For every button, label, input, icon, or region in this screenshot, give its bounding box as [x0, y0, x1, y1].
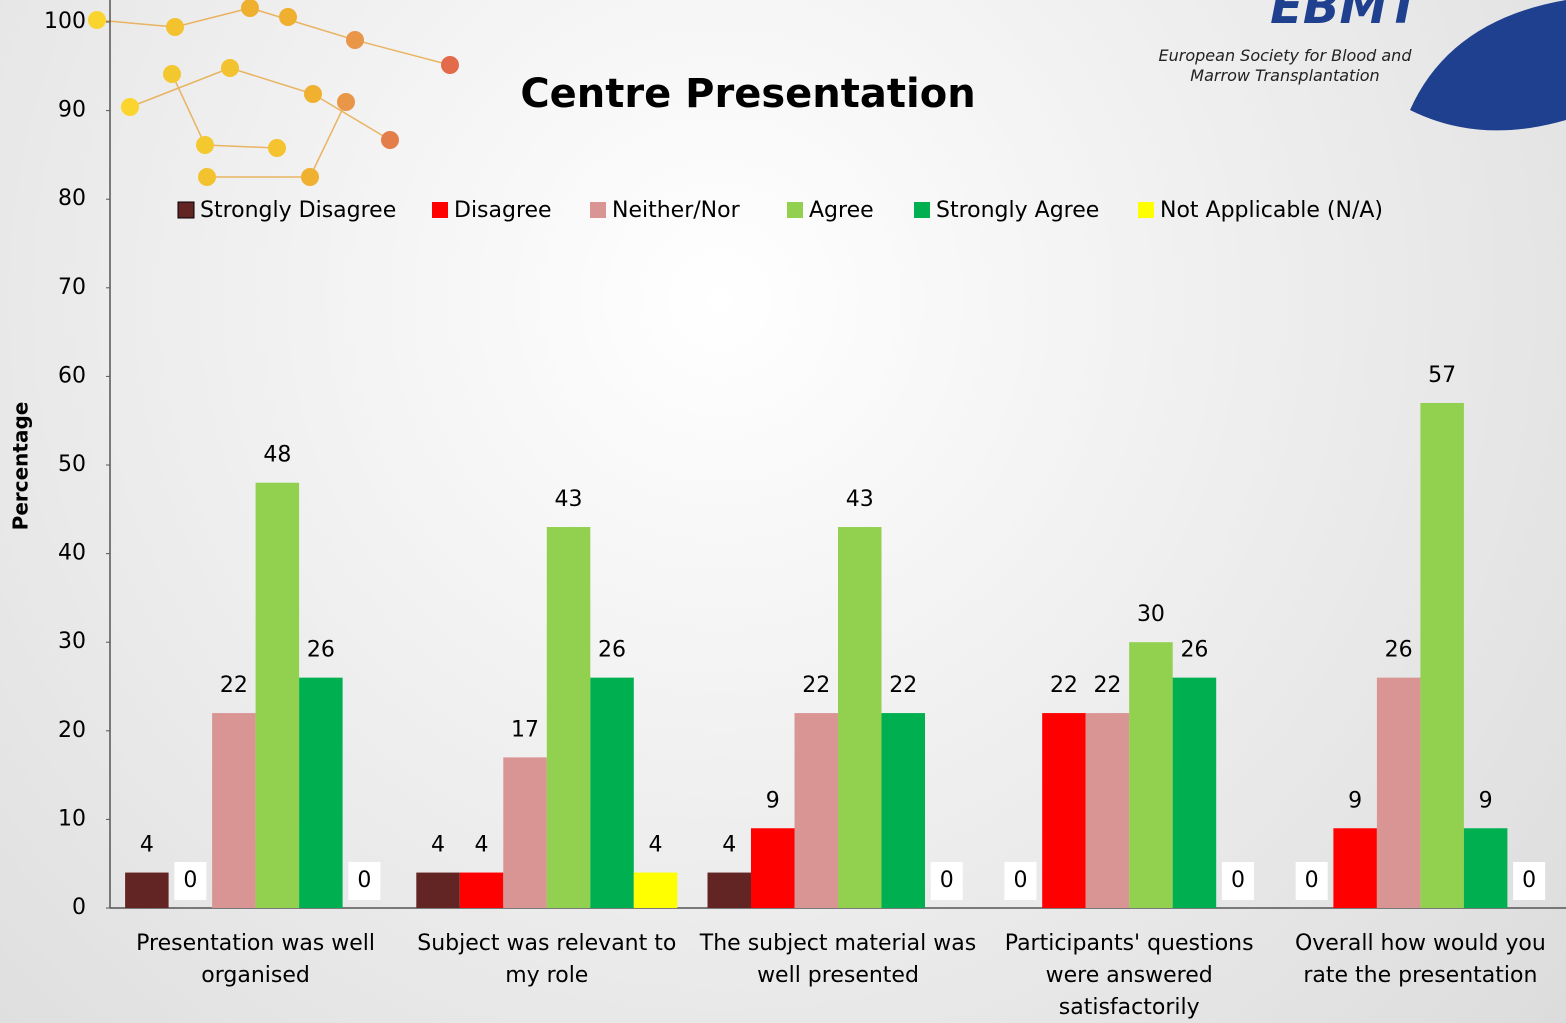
value-label: 0 [357, 868, 371, 893]
value-label: 26 [1180, 638, 1208, 663]
value-label: 22 [220, 673, 248, 698]
bar [255, 482, 300, 908]
legend-label: Strongly Agree [936, 198, 1099, 223]
value-label: 4 [649, 833, 663, 858]
bar [1129, 642, 1173, 908]
y-tick-label: 40 [58, 541, 86, 566]
bar [125, 872, 169, 908]
legend-swatch [1138, 202, 1154, 218]
value-label: 4 [475, 833, 489, 858]
y-tick-label: 80 [58, 186, 86, 211]
bar [212, 713, 256, 908]
x-tick-label: The subject material was well presented [699, 931, 977, 988]
y-tick-label: 50 [58, 452, 86, 477]
bar [1042, 713, 1086, 908]
value-label: 30 [1137, 602, 1165, 627]
value-label: 43 [846, 487, 874, 512]
label-box [348, 862, 381, 900]
value-label: 0 [183, 868, 197, 893]
legend-label: Neither/Nor [612, 198, 741, 223]
bar [546, 527, 591, 908]
x-tick-label: Participants' questions were answered sa… [1004, 931, 1254, 1020]
value-label: 4 [431, 833, 445, 858]
value-label: 0 [1231, 868, 1245, 893]
value-label: 4 [140, 833, 154, 858]
bar [1463, 828, 1508, 908]
value-label: 0 [1522, 868, 1536, 893]
y-tick-label: 100 [44, 9, 86, 34]
y-tick-label: 60 [58, 363, 86, 388]
bar [459, 872, 504, 908]
value-label: 26 [307, 638, 335, 663]
legend-swatch [787, 202, 803, 218]
logo-subtitle: European Society for Blood and Marrow Tr… [1158, 46, 1412, 85]
legend-label: Not Applicable (N/A) [1160, 198, 1383, 223]
x-tick-label: Presentation was well organised [136, 931, 376, 988]
logo-name: EBMT [1270, 0, 1423, 35]
y-axis-label: Percentage [9, 402, 33, 531]
bar [416, 872, 460, 908]
legend-swatch [177, 201, 195, 219]
y-tick-label: 70 [58, 275, 86, 300]
bar [590, 677, 634, 908]
value-label: 22 [802, 673, 830, 698]
label-box [174, 862, 207, 900]
bar [881, 713, 925, 908]
bar [1085, 713, 1130, 908]
bar [299, 677, 343, 908]
label-box [1221, 862, 1254, 900]
value-label: 26 [1385, 638, 1413, 663]
chart-title: Centre Presentation [520, 71, 975, 117]
logo-shape [1410, 0, 1566, 131]
decoration [88, 0, 459, 186]
y-tick-label: 30 [58, 629, 86, 654]
label-box [930, 862, 963, 900]
y-tick-label: 10 [58, 806, 86, 831]
value-label: 22 [1050, 673, 1078, 698]
value-label: 17 [511, 717, 539, 742]
bar [751, 828, 795, 908]
x-tick-label: Subject was relevant to my role [417, 931, 677, 988]
bar [707, 872, 751, 908]
value-label: 9 [766, 788, 780, 813]
y-tick-label: 20 [58, 718, 86, 743]
bar [503, 757, 547, 908]
bar [1376, 677, 1421, 908]
bar [1172, 677, 1217, 908]
value-label: 43 [555, 487, 583, 512]
y-tick-label: 0 [72, 895, 86, 920]
value-label: 22 [1093, 673, 1121, 698]
legend-swatch [590, 202, 606, 218]
logo: EBMT [1270, 0, 1566, 131]
bar [838, 527, 882, 908]
legend-label: Agree [809, 198, 874, 223]
label-box [1513, 862, 1546, 900]
legend-label: Strongly Disagree [200, 198, 396, 223]
legend-swatch [432, 202, 448, 218]
bar [794, 713, 838, 908]
value-label: 4 [722, 833, 736, 858]
value-label: 26 [598, 638, 626, 663]
value-label: 0 [1013, 868, 1027, 893]
legend-swatch [914, 202, 930, 218]
value-label: 0 [1305, 868, 1319, 893]
value-label: 0 [940, 868, 954, 893]
legend-label: Disagree [454, 198, 552, 223]
label-box [1295, 862, 1328, 900]
value-label: 9 [1479, 788, 1493, 813]
bar [1420, 402, 1464, 908]
value-label: 9 [1348, 788, 1362, 813]
y-tick-label: 90 [58, 98, 86, 123]
bar [1333, 828, 1377, 908]
bar [633, 872, 678, 908]
value-label: 57 [1428, 363, 1456, 388]
label-box [1004, 862, 1037, 900]
value-label: 48 [263, 443, 291, 468]
x-tick-label: Overall how would you rate the presentat… [1294, 931, 1546, 988]
value-label: 22 [889, 673, 917, 698]
